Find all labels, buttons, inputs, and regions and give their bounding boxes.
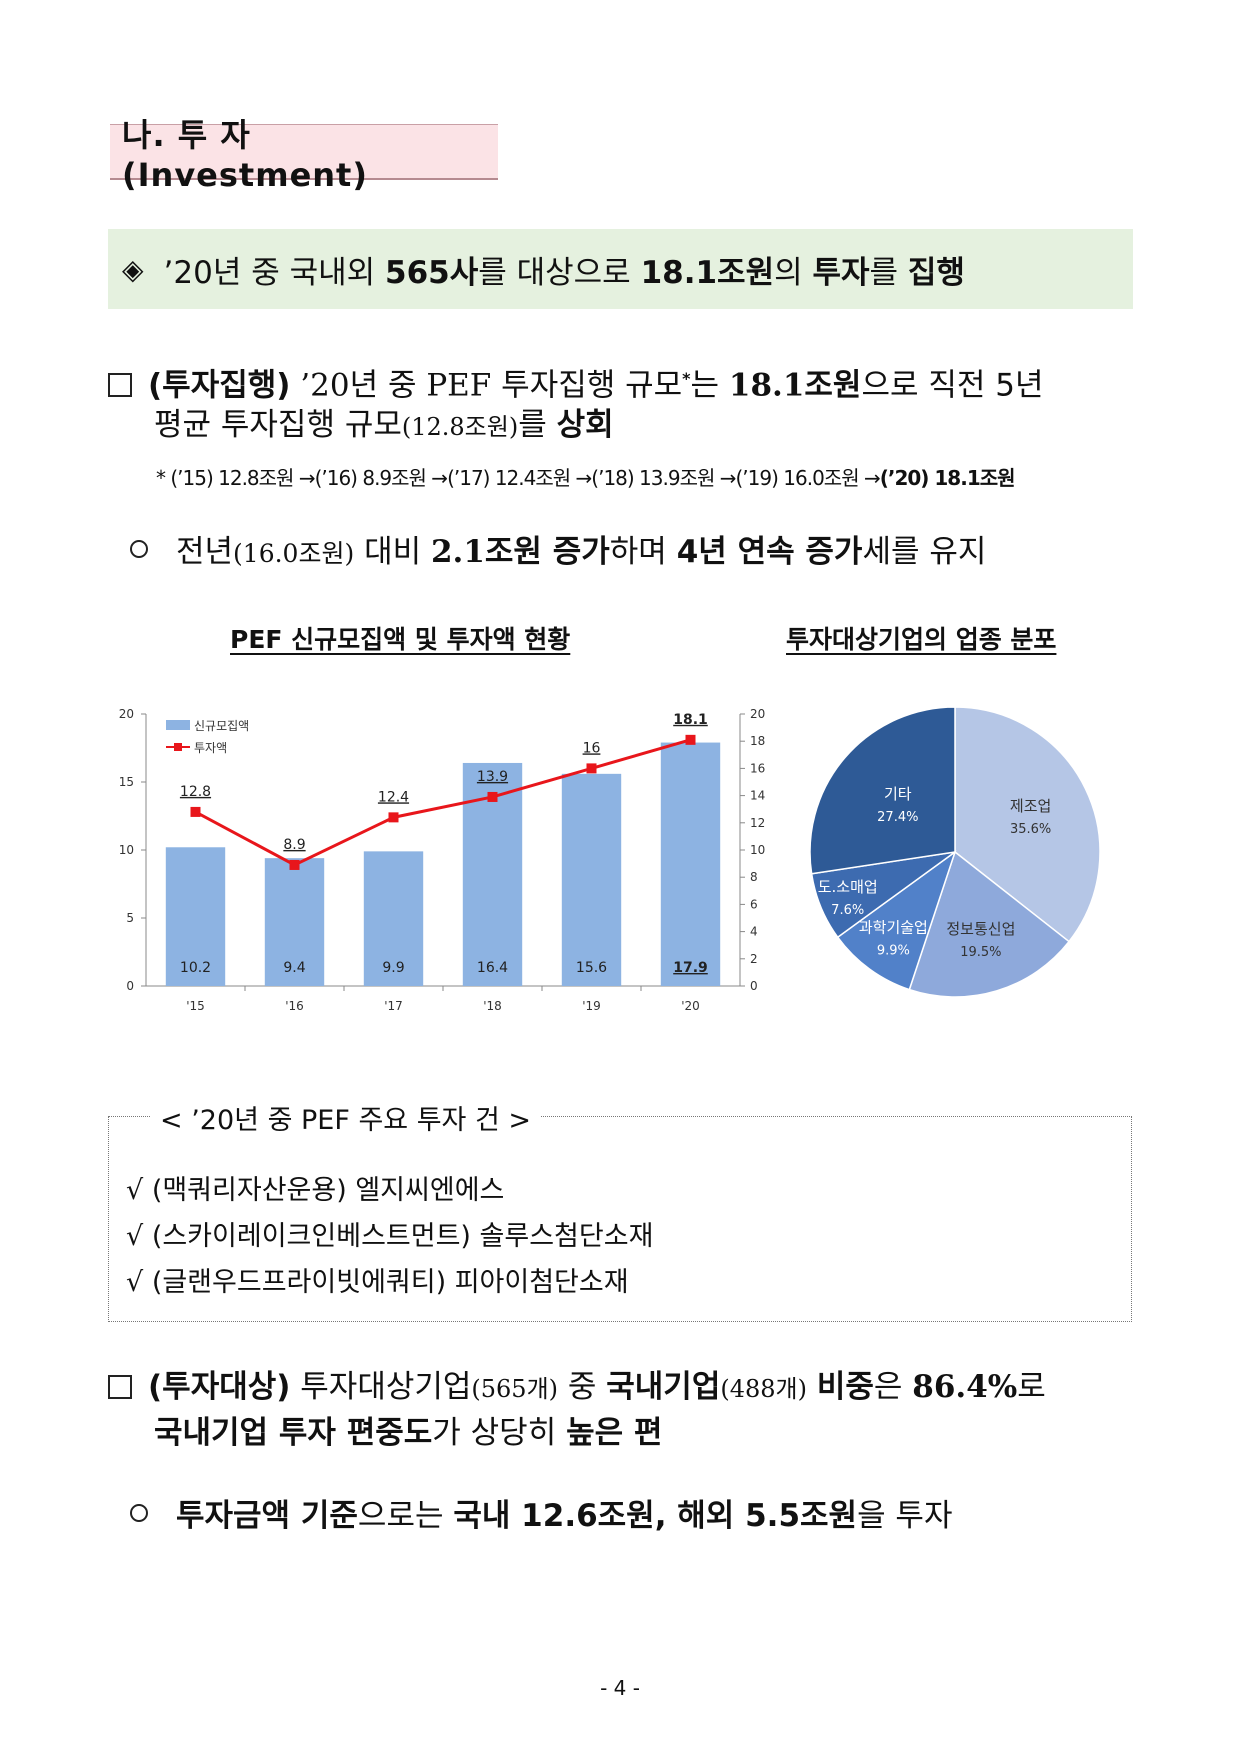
deal-item: √ (맥쿼리자산운용) 엘지씨엔에스 [126,1175,505,1206]
pie-slice-label: 과학기술업 [859,918,928,936]
page-number: - 4 - [600,1676,640,1700]
pie-slice-value: 9.9% [877,943,910,958]
deal-item: √ (글랜우드프라이빗에쿼티) 피아이첨단소재 [126,1267,629,1298]
right-tick-label: 2 [750,952,758,966]
investment-point [388,812,399,823]
pie-slice [809,706,956,875]
bar-new-fund [363,851,424,986]
bar-new-fund [264,858,325,986]
left-tick-label: 20 [119,707,134,721]
check-icon: √ [126,1221,144,1252]
line-value-label: 12.8 [180,784,211,800]
bullet-circle-icon [130,1504,148,1522]
footnote-series: * (’15) 12.8조원 →(’16) 8.9조원 →(’17) 12.4조… [156,466,1016,490]
right-tick-label: 12 [750,816,765,830]
investment-point [586,763,597,774]
line-value-label: 16 [583,740,601,756]
x-tick-label: '15 [186,999,205,1013]
industry-pie-chart: 제조업 35.6% 정보통신업 19.5% 과학기술업 9.9% 도.소매업 7.6% 기타 27… [809,706,1101,998]
bullet-amounts: 투자금액 기준으로는 국내 12.6조원, 해외 5.5조원을 투자 [130,1490,952,1535]
x-tick-label: '16 [285,999,304,1013]
para-label: (투자집행) [148,367,291,404]
right-chart-title: 투자대상기업의 업종 분포 [786,625,1057,654]
pie-slice-label: 기타 [884,785,912,803]
pie-slice-value: 35.6% [1010,822,1051,837]
right-tick-label: 10 [750,843,765,857]
bar-value-label: 9.9 [382,960,404,976]
bullet-circle-icon [130,540,148,558]
x-tick-label: '20 [681,999,700,1013]
major-deals-title: < ’20년 중 PEF 주요 투자 건 > [150,1098,542,1137]
pie-slice-label: 도.소매업 [818,878,878,896]
right-tick-label: 0 [750,979,758,993]
left-tick-label: 5 [126,911,134,925]
x-tick-label: '19 [582,999,601,1013]
bar-value-label: 15.6 [576,960,607,976]
legend-bar-swatch [166,720,190,730]
right-tick-label: 16 [750,761,765,775]
left-tick-label: 15 [119,775,134,789]
right-tick-label: 18 [750,734,765,748]
diamond-icon: ◈ [122,252,144,286]
x-tick-label: '18 [483,999,502,1013]
legend-line-label: 투자액 [194,741,227,755]
investment-point [190,806,201,817]
bullet-yoy: 전년(16.0조원) 대비 2.1조원 증가하며 4년 연속 증가세를 유지 [130,526,986,571]
check-icon: √ [126,1267,144,1298]
investment-point [289,859,300,870]
investment-line [194,738,691,867]
pie-slice [908,850,1071,998]
check-icon: √ [126,1175,144,1206]
pie-slice [954,706,1101,943]
bar-value-label: 9.4 [283,960,305,976]
right-tick-label: 4 [750,925,758,939]
right-tick-label: 6 [750,897,758,911]
section-title: 나. 투 자 (Investment) [110,116,498,194]
bar-value-label: 10.2 [180,960,211,976]
line-value-label: 8.9 [283,837,305,853]
left-tick-label: 0 [126,979,134,993]
investment-execution-paragraph: (투자집행) ’20년 중 PEF 투자집행 규모*는 18.1조원으로 직전 … [108,356,1043,408]
line-value-label: 13.9 [477,769,508,785]
right-tick-label: 20 [750,707,765,721]
bar-new-fund [165,847,226,986]
fund-investment-chart: 0 5 10 15 20 0 2 4 6 8 10 12 14 16 18 20 '15 10.2 '16 9.4 '1… [119,707,766,1013]
section-title-text: 나. 투 자 (Investment) [122,115,368,194]
bar-value-label: 17.9 [673,960,708,976]
investment-point [685,734,696,745]
summary-box: ◈ ’20년 중 국내외 565사를 대상으로 18.1조원의 투자를 집행 [108,229,1133,309]
pie-slice-value: 27.4% [877,810,918,825]
bar-value-label: 16.4 [477,960,508,976]
bar-new-fund [660,742,721,986]
checkbox-icon [108,1375,132,1399]
x-tick-label: '17 [384,999,403,1013]
pie-slice-label: 제조업 [1010,797,1051,815]
pie-slice-value: 19.5% [960,945,1001,960]
investment-point [487,791,498,802]
legend-line-marker [174,743,182,751]
right-tick-label: 14 [750,789,765,803]
bar-new-fund [561,773,622,986]
investment-target-line2: 국내기업 투자 편중도가 상당히 높은 편 [154,1415,663,1451]
summary-text: ’20년 중 국내외 565사를 대상으로 18.1조원의 투자를 집행 [163,254,965,291]
left-chart-title: PEF 신규모집액 및 투자액 현황 [230,625,571,654]
legend-bar-label: 신규모집액 [194,719,249,733]
pie-slice [836,850,957,991]
line-value-label: 18.1 [673,712,708,728]
left-tick-label: 10 [119,843,134,857]
right-tick-label: 8 [750,870,758,884]
investment-execution-line2: 평균 투자집행 규모(12.8조원)를 상회 [154,407,614,443]
investment-target-paragraph: (투자대상) 투자대상기업(565개) 중 국내기업(488개) 비중은 86.… [108,1364,1046,1412]
line-value-label: 12.4 [378,789,409,805]
checkbox-icon [108,373,132,398]
pie-slice-value: 7.6% [831,903,864,918]
pie-slice-label: 정보통신업 [946,920,1015,938]
major-deals-box [108,1116,1132,1322]
deal-item: √ (스카이레이크인베스트먼트) 솔루스첨단소재 [126,1221,654,1252]
